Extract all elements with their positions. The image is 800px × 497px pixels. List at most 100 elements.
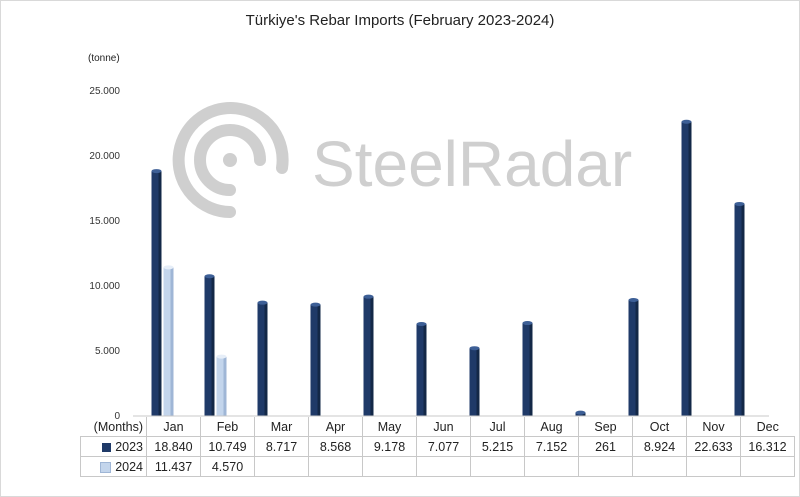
- x-axis-label: (Months): [93, 419, 143, 434]
- y-tick-label: 0: [114, 411, 120, 422]
- y-tick-label: 25.000: [89, 86, 120, 97]
- bar-top: [628, 297, 639, 302]
- bar-body: [257, 302, 268, 416]
- bar-2024-Feb: [216, 354, 227, 416]
- data-value-cell: 261: [578, 436, 633, 457]
- watermark-text: SteelRadar: [312, 128, 632, 200]
- x-tick-label: Jun: [416, 417, 471, 437]
- bar-body: [734, 203, 745, 416]
- bar-body: [204, 276, 215, 416]
- data-value-cell: 18.840: [146, 436, 201, 457]
- x-tick-label: Nov: [686, 417, 741, 437]
- x-tick-label: Dec: [740, 417, 795, 437]
- bar-2023-Aug: [522, 321, 533, 416]
- bar-top: [151, 169, 162, 174]
- bar-2023-Dec: [734, 201, 745, 416]
- data-value-cell: 7.152: [524, 436, 579, 457]
- x-tick-label: Feb: [200, 417, 255, 437]
- data-value-cell: [578, 456, 633, 477]
- data-value-cell: 5.215: [470, 436, 525, 457]
- bar-body: [681, 121, 692, 417]
- x-tick-label: Apr: [308, 417, 363, 437]
- chart-title: Türkiye's Rebar Imports (February 2023-2…: [245, 12, 555, 29]
- data-value-cell: 16.312: [740, 436, 795, 457]
- x-tick-label: Aug: [524, 417, 579, 437]
- watermark: SteelRadar: [172, 102, 632, 218]
- x-tick-label: May: [362, 417, 417, 437]
- bar-top: [522, 321, 533, 326]
- series-row-2023: 2023 18.840 10.749 8.717 8.568 9.178 7.077 5.21…: [80, 436, 795, 457]
- bar-body: [363, 296, 374, 416]
- legend-swatch: [102, 442, 112, 452]
- series-row-2024: 2024 11.437 4.570: [80, 456, 795, 477]
- bar-2023-Nov: [681, 119, 692, 417]
- bar-2023-Oct: [628, 297, 639, 416]
- bar-top: [163, 265, 174, 270]
- bar-top: [204, 274, 215, 279]
- bar-shade: [264, 302, 268, 416]
- data-value-cell: 22.633: [686, 436, 741, 457]
- legend-swatch: [100, 461, 112, 473]
- data-value-cell: 10.749: [200, 436, 255, 457]
- y-tick-label: 10.000: [89, 281, 120, 292]
- bar-top: [575, 410, 586, 415]
- x-tick-label: Jan: [146, 417, 201, 437]
- legend-entry: 2024: [80, 456, 147, 477]
- bar-body: [628, 299, 639, 416]
- bar-shade: [370, 296, 374, 416]
- bar-2023-Jun: [416, 321, 427, 416]
- y-tick-label: 15.000: [89, 216, 120, 227]
- data-value-cell: [416, 456, 471, 477]
- bar-2024-Jan: [163, 265, 174, 416]
- data-value-cell: 8.568: [308, 436, 363, 457]
- x-tick-label: Oct: [632, 417, 687, 437]
- bar-shade: [317, 304, 321, 416]
- bar-shade: [476, 348, 480, 416]
- bar-body: [163, 267, 174, 416]
- bars-group: [133, 119, 769, 417]
- bar-shade: [688, 121, 692, 417]
- bar-2023-Sep: [575, 410, 586, 416]
- bar-2023-Feb: [204, 274, 215, 416]
- y-tick-label: 20.000: [89, 151, 120, 162]
- bar-top: [363, 294, 374, 299]
- data-value-cell: 8.717: [254, 436, 309, 457]
- months-row: (Months) Jan Feb Mar Apr May Jun Jul Aug Sep Oct No…: [81, 417, 795, 437]
- data-value-cell: [632, 456, 687, 477]
- bar-top: [310, 302, 321, 307]
- data-value-cell: [686, 456, 741, 477]
- x-tick-label: Jul: [470, 417, 525, 437]
- bar-body: [416, 323, 427, 416]
- bar-body: [151, 171, 162, 416]
- bar-2023-May: [363, 294, 374, 416]
- bar-top: [681, 119, 692, 124]
- radar-logo-icon: [172, 102, 289, 218]
- bar-body: [310, 304, 321, 416]
- x-tick-label: Mar: [254, 417, 309, 437]
- bar-body: [469, 348, 480, 416]
- legend-entry: 2023: [80, 436, 147, 457]
- bar-2023-Jan: [151, 169, 162, 416]
- data-value-cell: [254, 456, 309, 477]
- legend-label: 2023: [115, 439, 143, 454]
- bar-shade: [223, 356, 227, 416]
- bar-shade: [170, 267, 174, 416]
- data-value-cell: [470, 456, 525, 477]
- bar-shade: [582, 412, 586, 416]
- data-value-cell: [524, 456, 579, 477]
- data-value-cell: 8.924: [632, 436, 687, 457]
- bar-2023-Apr: [310, 302, 321, 416]
- bar-body: [522, 323, 533, 416]
- data-value-cell: [740, 456, 795, 477]
- x-tick-label: Sep: [578, 417, 633, 437]
- y-axis: 0 5.000 10.000 15.000 20.000 25.000: [89, 86, 120, 422]
- bar-shade: [158, 171, 162, 416]
- data-value-cell: 11.437: [146, 456, 201, 477]
- bar-2023-Mar: [257, 300, 268, 416]
- data-table: (Months) Jan Feb Mar Apr May Jun Jul Aug Sep Oct No…: [80, 417, 795, 477]
- bar-shade: [529, 323, 533, 416]
- bar-top: [257, 300, 268, 305]
- bar-top: [416, 321, 427, 326]
